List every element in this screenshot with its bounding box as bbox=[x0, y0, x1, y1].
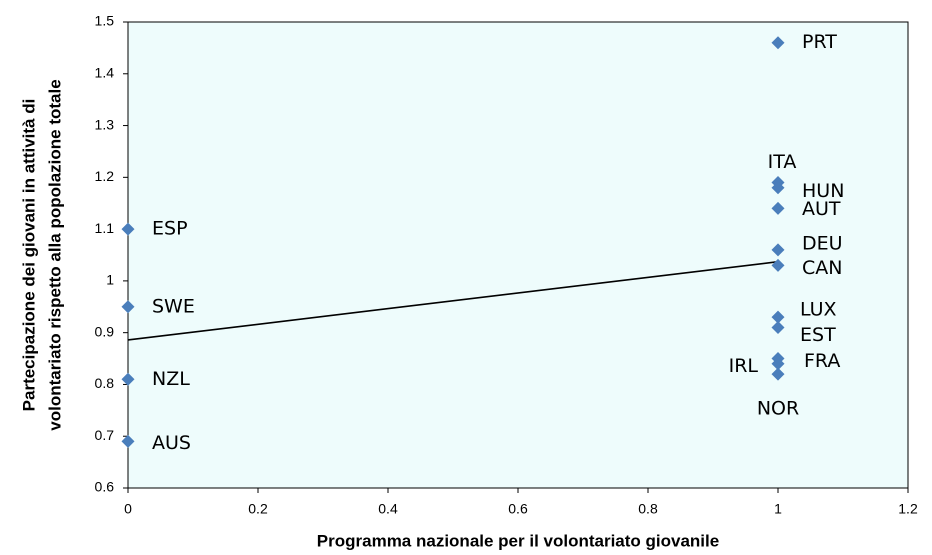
point-label: LUX bbox=[800, 299, 837, 321]
point bbox=[121, 372, 135, 386]
point-label: NZL bbox=[152, 368, 190, 390]
y-tick-label: 1.1 bbox=[95, 220, 115, 236]
point bbox=[771, 181, 785, 195]
point bbox=[771, 357, 785, 371]
y-tick-label: 1.4 bbox=[95, 64, 115, 80]
point-label: CAN bbox=[802, 257, 842, 279]
point-label: AUT bbox=[802, 198, 841, 220]
point-label: IRL bbox=[729, 355, 759, 377]
y-tick-label: 1.3 bbox=[95, 116, 115, 132]
point-label: PRT bbox=[802, 31, 837, 53]
point bbox=[121, 222, 135, 236]
y-tick-label: 0.9 bbox=[95, 323, 115, 339]
y-tick-label: 0.8 bbox=[95, 375, 115, 391]
point bbox=[771, 243, 785, 257]
x-tick-label: 0.6 bbox=[508, 501, 528, 517]
y-tick-label: 1 bbox=[106, 272, 114, 288]
point bbox=[771, 36, 785, 50]
point-label: SWE bbox=[152, 295, 195, 317]
x-axis-title: Programma nazionale per il volontariato … bbox=[317, 531, 719, 550]
point bbox=[771, 320, 785, 334]
point-label: FRA bbox=[804, 350, 840, 372]
x-tick-label: 0 bbox=[124, 501, 132, 517]
x-tick-label: 0.2 bbox=[248, 501, 268, 517]
x-tick-label: 1 bbox=[774, 501, 782, 517]
point bbox=[121, 434, 135, 448]
point-label: DEU bbox=[802, 232, 843, 254]
point-label: ESP bbox=[152, 218, 188, 240]
point-label: ITA bbox=[768, 151, 797, 173]
y-tick-label: 1.5 bbox=[95, 13, 115, 29]
y-axis-title: volontariato rispetto alla popolazione t… bbox=[45, 79, 64, 430]
point-label: NOR bbox=[757, 398, 799, 420]
y-tick-label: 0.6 bbox=[95, 479, 115, 495]
point-label: EST bbox=[800, 324, 836, 346]
point-label: AUS bbox=[152, 432, 191, 454]
point bbox=[121, 300, 135, 314]
point bbox=[771, 367, 785, 381]
y-tick-label: 1.2 bbox=[95, 168, 115, 184]
x-tick-label: 0.8 bbox=[638, 501, 658, 517]
y-axis-title: Partecipazione dei giovani in attività d… bbox=[19, 99, 38, 412]
point bbox=[771, 258, 785, 272]
trendline bbox=[127, 260, 779, 341]
x-tick-label: 0.4 bbox=[378, 501, 398, 517]
x-tick-label: 1.2 bbox=[898, 501, 918, 517]
point bbox=[771, 201, 785, 215]
point-label: HUN bbox=[802, 180, 844, 202]
point bbox=[771, 310, 785, 324]
y-tick-label: 0.7 bbox=[95, 427, 115, 443]
